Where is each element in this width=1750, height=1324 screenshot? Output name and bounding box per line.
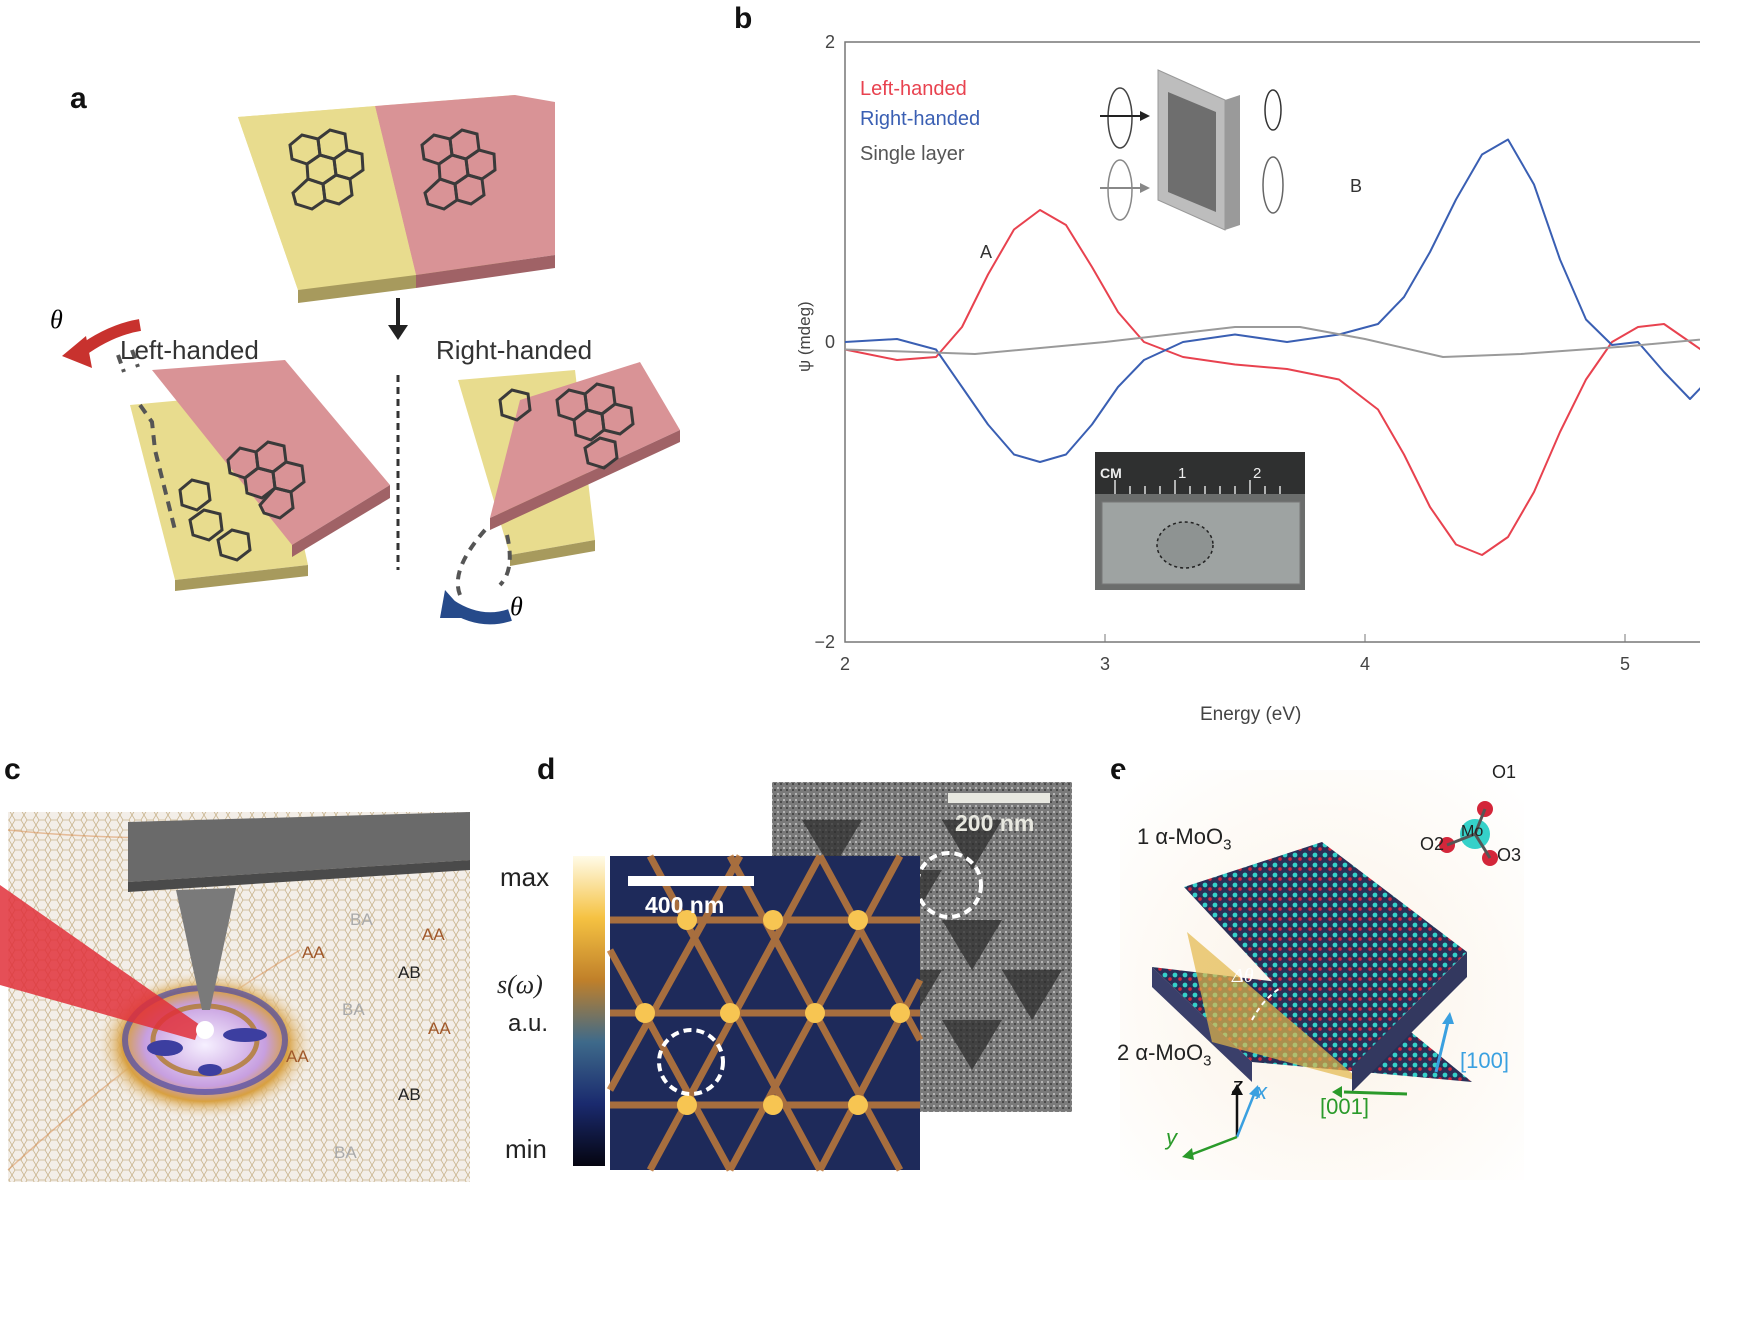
stacking-label-2: AA: [422, 925, 445, 944]
axis-x-label: x: [1256, 1079, 1267, 1104]
colorbar-max-label: max: [500, 862, 550, 892]
stacking-label-8: AB: [398, 1085, 421, 1104]
dashed-circle-sem: [915, 851, 983, 919]
scale-bar-400-label: 400 nm: [645, 892, 725, 918]
panel-letter-d: d: [537, 753, 556, 786]
layer2-label: 2 α-MoO3: [1117, 1040, 1212, 1070]
series-line-right-handed: [844, 138, 1700, 463]
colorbar-quantity-label: s(ω): [497, 970, 543, 999]
theta-right-label: θ: [510, 592, 523, 621]
legend-single-layer: Single layer: [860, 143, 965, 165]
o2-label: O2: [1420, 834, 1445, 854]
dashed-circle-nano: [657, 1028, 725, 1096]
y-tick-label: −2: [814, 632, 835, 652]
layer1-label: 1 α-MoO3: [1137, 824, 1232, 854]
panel-letter-c: c: [4, 753, 21, 786]
scale-bar-200: [948, 793, 1050, 803]
y-tick-label: 2: [825, 32, 835, 52]
stacking-label-5: BA: [342, 1000, 365, 1019]
panel-letter-a: a: [70, 82, 87, 115]
x-tick-label: 4: [1360, 654, 1370, 674]
ruler-2-label: 2: [1253, 465, 1261, 482]
colorbar: [573, 856, 605, 1166]
stacking-label-3: AA: [302, 943, 325, 962]
y-tick-label: 0: [825, 332, 835, 352]
legend-left-handed: Left-handed: [860, 78, 967, 100]
direction-001-label: [001]: [1320, 1094, 1369, 1119]
y-axis-label: ψ (mdeg): [795, 301, 814, 372]
panel-c-illustration: [0, 812, 471, 1182]
combined-sheet: [238, 95, 555, 303]
x-axis-label: Energy (eV): [1200, 704, 1301, 725]
x-tick-label: 5: [1620, 654, 1630, 674]
scale-bar-400: [628, 876, 754, 886]
colorbar-min-label: min: [505, 1134, 547, 1164]
right-handed-label: Right-handed: [436, 335, 593, 365]
legend-right-handed: Right-handed: [860, 108, 980, 130]
x-tick-label: 2: [840, 654, 850, 674]
peak-a-label: A: [980, 242, 992, 262]
scale-bar-200-label: 200 nm: [955, 810, 1035, 836]
sample-photo-inset: CM 1 2: [1095, 452, 1305, 590]
right-handed-pair: [440, 362, 680, 625]
panel-e-illustration: [1120, 770, 1524, 1180]
axis-z-label: z: [1232, 1073, 1243, 1098]
ruler-cm-label: CM: [1100, 465, 1122, 481]
panel-a-illustration: [62, 95, 680, 625]
mo-label: Mo: [1461, 823, 1484, 840]
o3-label: O3: [1497, 845, 1522, 865]
stacking-label-4: AB: [398, 963, 421, 982]
peak-b-label: B: [1350, 176, 1362, 196]
ruler-1-label: 1: [1178, 465, 1186, 482]
panel-d-image: [573, 782, 1072, 1172]
stacking-label-6: AA: [428, 1019, 451, 1038]
direction-100-label: [100]: [1460, 1048, 1509, 1073]
o1-label: O1: [1492, 762, 1517, 782]
left-handed-pair: [62, 319, 390, 591]
stacking-label-9: BA: [334, 1143, 357, 1162]
theta-left-label: θ: [50, 305, 63, 334]
series-line-single-layer: [844, 326, 1700, 358]
left-handed-label: Left-handed: [120, 335, 259, 365]
panel-letter-b: b: [734, 2, 753, 35]
delta-theta-label: Δθ: [1232, 965, 1254, 987]
stacking-label-1: BA: [350, 910, 373, 929]
series-line-left-handed: [844, 209, 1700, 556]
axis-y-label: y: [1166, 1125, 1177, 1150]
stacking-label-7: AA: [286, 1047, 309, 1066]
colorbar-unit-label: a.u.: [508, 1010, 549, 1037]
polarization-schematic-inset: [1100, 69, 1284, 231]
panel-b-chart: 2 3 4 5 2 0 −2 ψ (mdeg) Energy (eV) Left-hande…: [795, 32, 1700, 725]
x-tick-label: 3: [1100, 654, 1110, 674]
